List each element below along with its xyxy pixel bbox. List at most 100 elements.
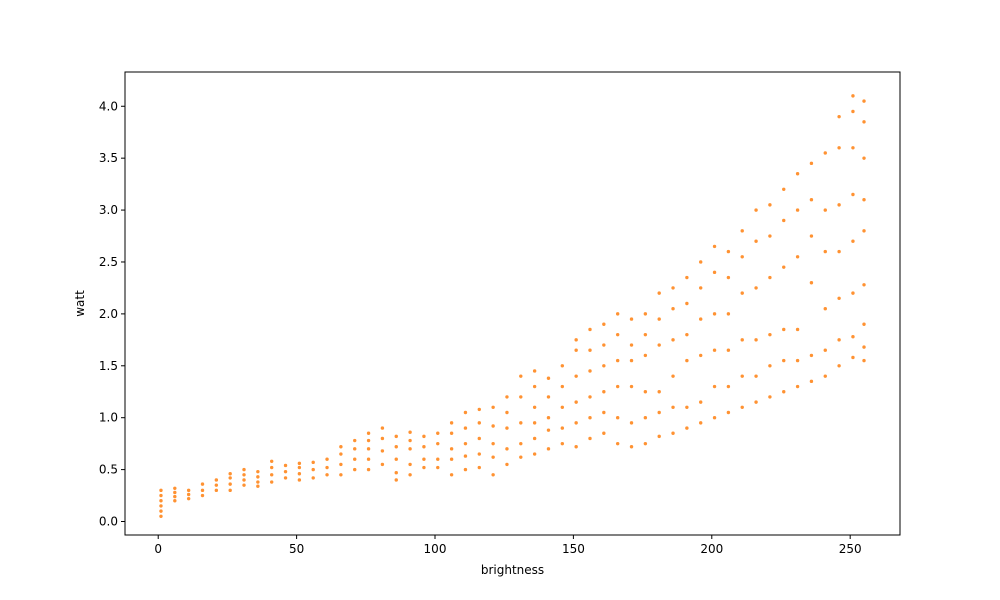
data-point bbox=[228, 472, 232, 476]
data-point bbox=[186, 496, 191, 501]
data-point bbox=[256, 475, 260, 479]
data-point bbox=[477, 436, 481, 441]
data-point bbox=[823, 249, 827, 254]
data-point bbox=[602, 364, 606, 368]
data-point bbox=[311, 460, 315, 465]
data-point bbox=[325, 457, 329, 461]
data-point bbox=[366, 457, 371, 461]
data-point bbox=[699, 260, 703, 264]
data-point bbox=[449, 447, 454, 451]
data-point bbox=[422, 445, 426, 449]
data-point bbox=[862, 322, 866, 326]
data-point bbox=[283, 469, 288, 474]
data-point bbox=[546, 415, 551, 420]
y-axis-label: watt bbox=[73, 290, 87, 317]
data-point bbox=[353, 438, 357, 443]
data-point bbox=[242, 467, 246, 472]
data-point bbox=[436, 465, 440, 470]
data-point bbox=[602, 322, 606, 326]
data-point bbox=[297, 461, 302, 466]
data-point bbox=[851, 291, 855, 295]
data-point bbox=[477, 465, 481, 470]
data-point bbox=[463, 467, 468, 472]
data-point bbox=[602, 390, 606, 394]
data-point bbox=[712, 312, 717, 316]
data-point bbox=[795, 208, 800, 212]
data-point bbox=[283, 463, 288, 468]
data-point bbox=[782, 390, 786, 394]
data-point bbox=[436, 431, 440, 435]
data-point bbox=[851, 109, 855, 114]
data-point bbox=[699, 421, 703, 425]
data-point bbox=[560, 384, 565, 389]
data-point bbox=[823, 374, 827, 378]
data-point bbox=[602, 343, 606, 347]
data-point bbox=[685, 358, 689, 363]
data-point bbox=[643, 390, 648, 394]
data-point bbox=[823, 306, 827, 311]
data-point bbox=[823, 151, 827, 155]
data-point bbox=[574, 338, 578, 342]
data-point bbox=[754, 286, 758, 290]
data-point bbox=[200, 488, 205, 493]
data-point bbox=[671, 338, 675, 342]
data-point bbox=[795, 358, 800, 363]
data-point bbox=[366, 447, 371, 451]
data-point bbox=[256, 484, 260, 488]
data-point bbox=[795, 255, 800, 259]
data-point bbox=[671, 431, 675, 435]
data-point bbox=[671, 405, 675, 410]
y-tick-label: 0.0 bbox=[99, 515, 118, 529]
data-point bbox=[588, 327, 592, 332]
data-point bbox=[809, 197, 814, 202]
data-point bbox=[754, 400, 758, 404]
data-point bbox=[851, 146, 855, 150]
data-point bbox=[782, 327, 786, 332]
data-point bbox=[671, 306, 675, 311]
data-point bbox=[699, 317, 703, 321]
data-point bbox=[862, 358, 866, 363]
data-point bbox=[311, 467, 315, 472]
data-point bbox=[740, 255, 744, 259]
data-point bbox=[270, 465, 274, 470]
data-point bbox=[726, 249, 731, 254]
data-point bbox=[615, 441, 620, 446]
data-point bbox=[463, 426, 468, 430]
data-point bbox=[795, 327, 800, 332]
data-point bbox=[491, 405, 495, 410]
points-layer bbox=[159, 94, 866, 519]
data-point bbox=[353, 467, 357, 472]
data-point bbox=[408, 473, 412, 477]
data-point bbox=[532, 369, 537, 373]
data-point bbox=[671, 286, 675, 290]
data-point bbox=[629, 317, 634, 321]
data-point bbox=[242, 483, 246, 487]
data-point bbox=[228, 488, 232, 493]
data-point bbox=[837, 146, 841, 150]
data-point bbox=[726, 384, 731, 389]
x-tick-label: 250 bbox=[839, 542, 862, 556]
data-point bbox=[615, 384, 620, 389]
data-point bbox=[159, 514, 163, 519]
data-point bbox=[851, 94, 855, 98]
data-point bbox=[159, 493, 163, 498]
data-point bbox=[615, 415, 620, 420]
data-point bbox=[837, 364, 841, 368]
data-point bbox=[519, 441, 523, 446]
data-point bbox=[588, 395, 592, 399]
data-point bbox=[394, 445, 398, 449]
data-point bbox=[477, 421, 481, 425]
data-point bbox=[532, 452, 537, 456]
data-point bbox=[809, 379, 814, 384]
x-tick-label: 0 bbox=[154, 542, 162, 556]
data-point bbox=[862, 229, 866, 233]
data-point bbox=[408, 462, 412, 467]
data-point bbox=[242, 478, 246, 482]
x-tick-label: 50 bbox=[289, 542, 304, 556]
data-point bbox=[643, 332, 648, 337]
data-point bbox=[615, 312, 620, 316]
data-point bbox=[449, 457, 454, 461]
data-point bbox=[657, 410, 661, 415]
y-tick-label: 0.5 bbox=[99, 463, 118, 477]
data-point bbox=[159, 504, 163, 508]
